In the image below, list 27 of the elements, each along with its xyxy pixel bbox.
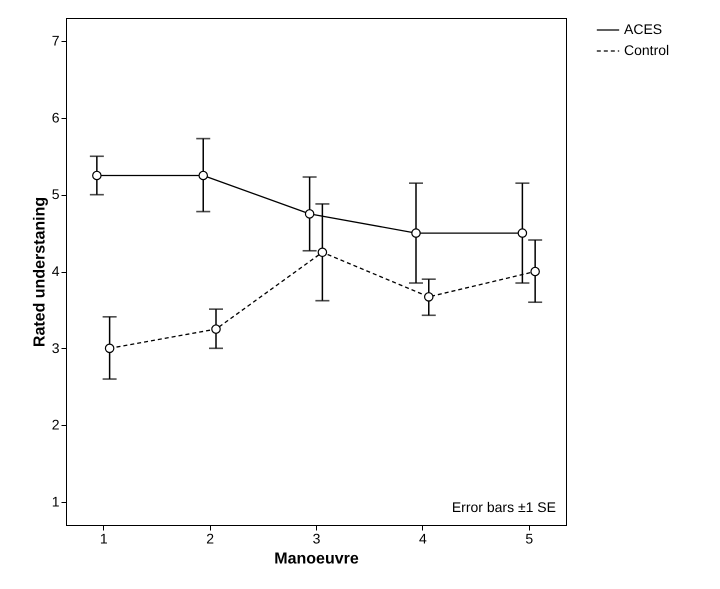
x-tick-label: 5	[525, 530, 534, 546]
point	[92, 170, 102, 180]
y-tick-label: 4	[52, 263, 60, 279]
y-tick-label: 2	[52, 416, 60, 433]
point	[304, 209, 314, 219]
point	[104, 344, 114, 354]
x-axis-title: Manoeuvre	[274, 550, 359, 568]
point	[318, 248, 328, 258]
y-tick-label: 3	[52, 340, 60, 356]
point	[518, 228, 528, 238]
annotation: Error bars ±1 SE	[452, 499, 556, 515]
x-tick-label: 4	[418, 530, 427, 546]
y-axis-title: Rated understaning	[32, 196, 49, 348]
y-tick-label: 7	[52, 32, 60, 49]
y-tick-label: 5	[52, 186, 60, 202]
legend-label: ACES	[624, 21, 662, 37]
point	[211, 324, 221, 334]
point	[530, 266, 540, 276]
point	[411, 228, 421, 238]
x-tick-label: 2	[206, 530, 214, 546]
y-tick-label: 1	[52, 493, 60, 510]
x-tick-label: 1	[100, 530, 108, 546]
legend-label: Control	[624, 42, 670, 58]
x-tick-label: 3	[312, 530, 321, 546]
point	[198, 170, 208, 180]
y-tick-label: 6	[52, 109, 60, 126]
point	[424, 292, 434, 302]
